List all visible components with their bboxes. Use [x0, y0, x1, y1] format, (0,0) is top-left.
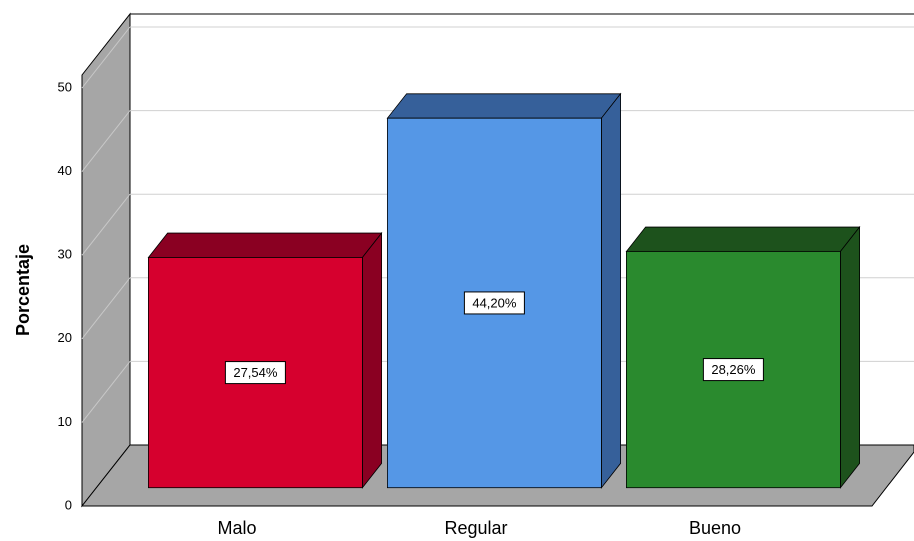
data-label-box [463, 291, 525, 315]
x-tick-label: Malo [217, 518, 256, 538]
bar-top [625, 226, 861, 252]
grid-line [81, 277, 131, 340]
bar-side [601, 92, 621, 489]
left-wall [81, 12, 131, 508]
x-tick-label: Bueno [689, 518, 741, 538]
y-tick-label: 10 [58, 414, 72, 429]
y-tick-label: 30 [58, 247, 72, 262]
data-label: 44,20% [472, 295, 517, 310]
y-axis-label: Porcentaje [13, 244, 33, 336]
bar-side [840, 225, 860, 489]
y-tick-label: 0 [65, 497, 72, 512]
grid-line [81, 26, 131, 89]
data-label-box [702, 358, 764, 382]
bar-side [361, 231, 383, 489]
grid-line [81, 110, 131, 172]
grid-line [81, 361, 131, 423]
y-tick-label: 40 [58, 163, 72, 178]
bar-top [386, 93, 622, 119]
bar-top [147, 232, 383, 258]
data-label: 27,54% [233, 365, 278, 380]
data-label: 28,26% [711, 362, 756, 377]
grid-line [81, 193, 131, 256]
data-label-box [224, 361, 286, 385]
y-tick-label: 20 [58, 330, 72, 345]
x-tick-label: Regular [444, 518, 507, 538]
y-tick-label: 50 [58, 79, 72, 94]
